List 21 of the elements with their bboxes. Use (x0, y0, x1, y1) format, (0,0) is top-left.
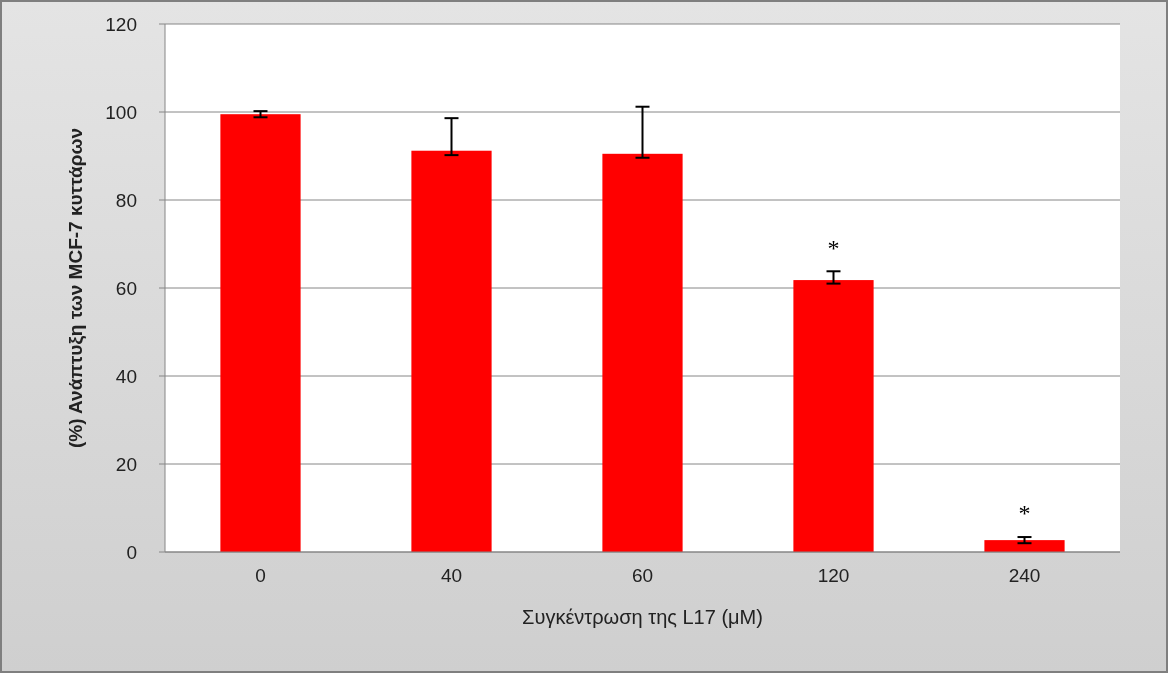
y-tick-label: 60 (115, 277, 137, 299)
y-tick-label: 120 (105, 13, 137, 35)
y-tick-label: 40 (115, 365, 137, 387)
bar (411, 150, 492, 552)
y-tick-label: 20 (115, 453, 137, 475)
bar (602, 153, 683, 552)
y-tick-label: 80 (115, 189, 137, 211)
x-tick-label: 0 (255, 565, 266, 586)
annotation: * (1018, 500, 1031, 527)
annotation: * (827, 234, 840, 261)
bar (793, 280, 874, 552)
bar (220, 114, 301, 552)
y-tick-label: 0 (126, 541, 137, 563)
bar (984, 540, 1065, 552)
x-axis-title: Συγκέντρωση της L17 (μM) (522, 606, 763, 628)
x-tick-label: 40 (440, 565, 463, 586)
y-tick-label: 100 (105, 101, 137, 123)
x-tick-label: 240 (1008, 565, 1041, 586)
y-axis-title: (%) Ανάπτυξη των MCF-7 κυττάρων (65, 127, 87, 449)
x-tick-label: 60 (631, 565, 654, 586)
x-tick-label: 120 (817, 565, 850, 586)
